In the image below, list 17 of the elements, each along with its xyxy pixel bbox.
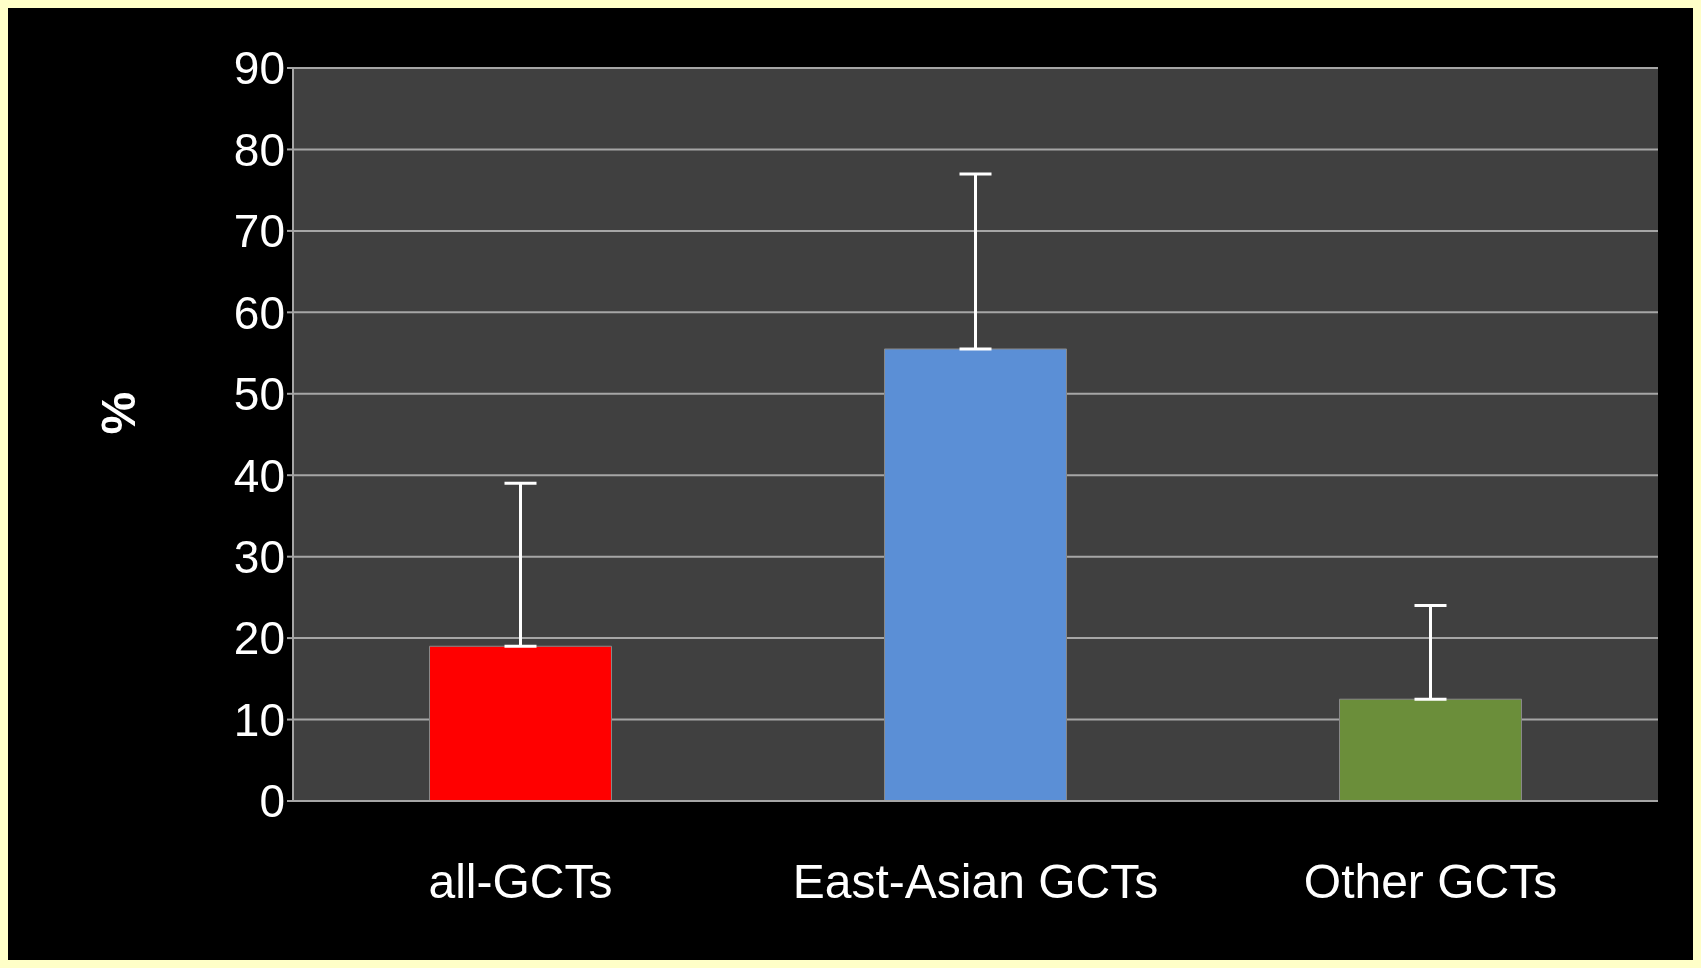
bar bbox=[429, 645, 612, 801]
x-tick-label: all-GCTs bbox=[428, 855, 613, 909]
x-tick-label: Other GCTs bbox=[1303, 855, 1558, 909]
y-tick-label: 80 bbox=[233, 123, 285, 176]
bar bbox=[1339, 698, 1522, 801]
y-tick-label: 0 bbox=[259, 775, 285, 828]
y-tick-label: 90 bbox=[233, 42, 285, 95]
y-tick-label: 70 bbox=[233, 205, 285, 258]
y-tick-label: 10 bbox=[233, 693, 285, 746]
y-tick-label: 30 bbox=[233, 531, 285, 583]
y-tick-label: 20 bbox=[233, 612, 285, 665]
y-tick-label: 50 bbox=[233, 368, 285, 421]
bar bbox=[884, 348, 1067, 801]
y-tick-label: 60 bbox=[233, 286, 285, 339]
y-axis-title: % bbox=[92, 391, 146, 435]
x-tick-label: East-Asian GCTs bbox=[792, 855, 1159, 909]
y-tick-label: 40 bbox=[233, 449, 285, 502]
